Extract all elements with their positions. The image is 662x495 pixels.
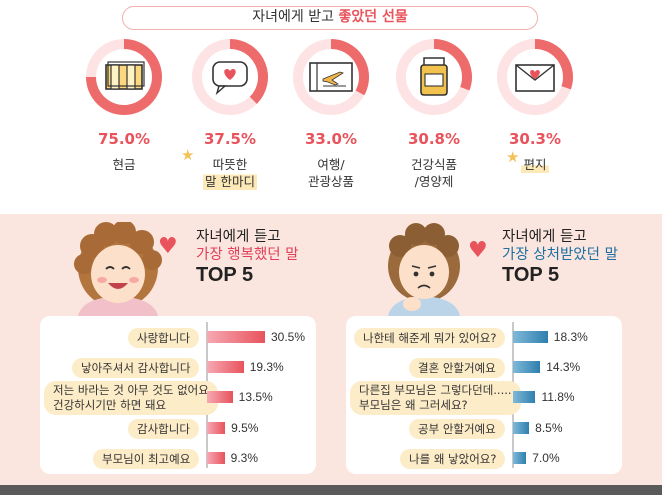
happy-row: 사랑합니다 30.5% (40, 326, 316, 352)
hurt-row: 다른집 부모님은 그렇다던데..... 부모님은 왜 그러세요? 11.8% (346, 381, 622, 415)
happy-row: 저는 바라는 것 아무 것도 없어요 건강하시기만 하면 돼요 13.5% (40, 381, 316, 415)
happy-bar (207, 452, 225, 464)
hurt-bar-value: 11.8% (541, 390, 575, 404)
happy-phrase: 사랑합니다 (128, 328, 199, 348)
hurt-bar (513, 422, 530, 434)
cash-donut (86, 39, 162, 115)
hurt-words-chart: 나한테 해준게 뭐가 있어요? 18.3% 결혼 안할거예요 14.3% 다른집 부모님… (346, 316, 622, 474)
hurt-bar (513, 361, 541, 373)
donut-chart (81, 34, 167, 120)
hurt-row: 결혼 안할거예요 14.3% (346, 356, 622, 382)
happy-row: 낳아주셔서 감사합니다 19.3% (40, 356, 316, 382)
title-prefix: 자녀에게 받고 (252, 9, 339, 25)
happy-phrase: 낳아주셔서 감사합니다 (72, 358, 200, 378)
gift-percent: 30.8% (407, 130, 461, 148)
happy-bar-value: 13.5% (238, 390, 273, 404)
happy-bar (207, 422, 226, 434)
happy-bar (207, 361, 244, 373)
hurt-row: 나한테 해준게 뭐가 있어요? 18.3% (346, 326, 622, 352)
gift-percent: 75.0% (97, 130, 151, 148)
donut-chart (492, 34, 578, 120)
hurt-phrase: 나를 왜 낳았어요? (400, 449, 506, 469)
gift-label: 따뜻한 말 한마디 (203, 156, 257, 190)
supplement-jar-icon (420, 57, 448, 96)
hurt-title-line1: 자녀에게 듣고 (502, 229, 587, 245)
health-donut (396, 39, 472, 115)
donut-chart (288, 34, 374, 120)
gift-item-words: 37.5% 따뜻한 말 한마디 ★ (181, 34, 275, 190)
happy-panel-title: 자녀에게 듣고 가장 행복했던 말 TOP 5 (196, 228, 299, 286)
happy-row: 감사합니다 9.5% (40, 417, 316, 443)
heart-icon: ♥ (158, 234, 178, 259)
star-icon: ★ (506, 148, 520, 166)
happy-bar-value: 9.3% (230, 451, 259, 465)
gift-label: 건강식품 /영양제 (410, 157, 457, 189)
hurt-phrase: 나한테 해준게 뭐가 있어요? (354, 328, 506, 348)
gift-percent: 33.0% (304, 130, 358, 148)
footer-bar (0, 485, 662, 495)
heart-letter-icon (515, 64, 555, 92)
gift-percent: 30.3% (508, 130, 562, 148)
hurt-title-line2: 가장 상처받았던 말 (502, 247, 618, 263)
gift-section-title: 자녀에게 받고 좋았던 선물 (122, 6, 538, 30)
happy-bar (207, 331, 265, 343)
hurt-phrase: 다른집 부모님은 그렇다던데..... 부모님은 왜 그러세요? (350, 381, 521, 415)
happy-bar-value: 9.5% (231, 421, 259, 435)
happy-bar-value: 30.5% (271, 330, 306, 344)
hurt-bar-value: 18.3% (553, 330, 588, 344)
gift-item-travel: 33.0% 여행/ 관광상품 (286, 34, 376, 190)
gift-item-health: 30.8% 건강식품 /영양제 (389, 34, 479, 190)
title-highlight: 좋았던 선물 (338, 9, 408, 25)
hurt-bar-value: 8.5% (535, 421, 563, 435)
happy-title-line2: 가장 행복했던 말 (196, 247, 299, 263)
hurt-row: 나를 왜 낳았어요? 7.0% (346, 447, 622, 473)
happy-row: 부모님이 최고예요 9.3% (40, 447, 316, 473)
hurt-title-top5: TOP 5 (502, 264, 560, 286)
hurt-bar (513, 331, 548, 343)
happy-bar (207, 391, 233, 403)
happy-phrase: 감사합니다 (128, 419, 199, 439)
happy-phrase: 저는 바라는 것 아무 것도 없어요 건강하시기만 하면 돼요 (44, 381, 218, 415)
words-section: ♥ 자녀에게 듣고 가장 행복했던 말 TOP 5 ♥ 자녀에게 듣고 가장 상… (0, 214, 662, 495)
happy-words-chart: 사랑합니다 30.5% 낳아주셔서 감사합니다 19.3% 저는 바라는 것 아무 것도… (40, 316, 316, 474)
happy-bar-value: 19.3% (249, 360, 284, 374)
cash-icon (105, 61, 145, 90)
hurt-panel-title: 자녀에게 듣고 가장 상처받았던 말 TOP 5 (502, 228, 618, 286)
happy-title-line1: 자녀에게 듣고 (196, 229, 281, 245)
gift-label: 여행/ 관광상품 (307, 157, 354, 189)
gift-section: 자녀에게 받고 좋았던 선물 75.0% 현금 (0, 0, 662, 214)
donut-chart (391, 34, 477, 120)
hurt-bar-value: 14.3% (546, 360, 581, 374)
letter-donut (497, 39, 573, 115)
words-donut (192, 39, 268, 115)
plane-ticket-icon (309, 62, 353, 92)
broken-heart-icon: ♥ (468, 238, 488, 263)
hurt-bar-value: 7.0% (532, 451, 560, 465)
hurt-phrase: 결혼 안할거예요 (409, 358, 505, 378)
sad-grandmother-avatar (388, 223, 460, 316)
gift-label-wrap: 따뜻한 말 한마디 (185, 156, 275, 190)
happy-phrase: 부모님이 최고예요 (93, 449, 200, 469)
gift-percent: 37.5% (203, 130, 257, 148)
gift-label-wrap: 편지 (490, 156, 580, 173)
hurt-phrase: 공부 안할거예요 (409, 419, 505, 439)
hurt-row: 공부 안할거예요 8.5% (346, 417, 622, 443)
hurt-bar (513, 391, 536, 403)
gift-item-cash: 75.0% 현금 (79, 34, 169, 173)
travel-donut (293, 39, 370, 115)
hurt-bar (513, 452, 527, 464)
gift-item-letter: 30.3% 편지 ★ (490, 34, 580, 173)
donut-chart (187, 34, 273, 120)
gift-label: 현금 (112, 157, 136, 172)
heart-speech-bubble-icon (212, 61, 248, 96)
happy-title-top5: TOP 5 (196, 264, 254, 286)
gift-label: 편지 (521, 156, 549, 173)
smiling-grandmother-avatar (74, 222, 162, 316)
star-icon: ★ (181, 146, 195, 164)
